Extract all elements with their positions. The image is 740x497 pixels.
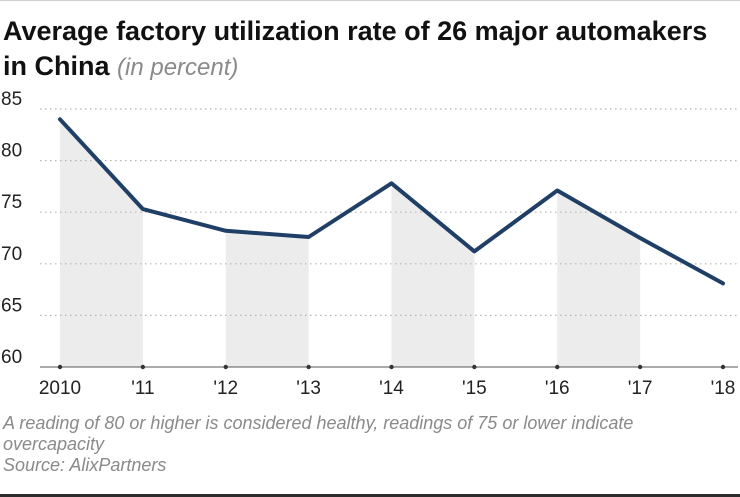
x-tick-0 — [57, 364, 63, 370]
x-tick-3 — [306, 364, 311, 370]
y-tick-label-85: 85 — [1, 89, 22, 110]
x-tick-label-1: '11 — [131, 378, 154, 399]
shaded-band-3 — [391, 183, 475, 367]
data-point-2010 — [58, 117, 62, 121]
data-point-18 — [721, 281, 725, 285]
shaded-band-1 — [60, 119, 143, 367]
source-note: Source: AlixPartners — [3, 455, 167, 475]
x-tick-5 — [472, 364, 477, 370]
x-tick-label-7: '17 — [628, 378, 653, 399]
data-point-14 — [390, 181, 394, 185]
x-tick-label-0: 2010 — [39, 378, 81, 399]
data-point-12 — [224, 229, 228, 233]
line-chart: 60 65 70 75 80 85 2010 '11 '12 '13 '14 '15 '16 '17 '18 — [1, 89, 738, 399]
x-tick-4 — [389, 364, 394, 370]
x-tick-label-4: '14 — [379, 378, 404, 399]
x-tick-7 — [637, 364, 643, 370]
y-tick-label-70: 70 — [1, 244, 22, 265]
shaded-band-2 — [225, 230, 309, 367]
x-tick-2 — [223, 364, 228, 370]
data-point-16 — [555, 189, 559, 193]
data-point-11 — [141, 207, 145, 211]
y-tick-label-75: 75 — [1, 192, 22, 213]
bottom-rule — [0, 494, 740, 497]
y-tick-label-60: 60 — [1, 347, 22, 368]
x-tick-6 — [555, 364, 560, 370]
series-line — [58, 117, 725, 286]
x-tick-label-6: '16 — [545, 378, 570, 399]
x-tick-label-2: '12 — [213, 378, 238, 399]
chart-title-text: Average factory utilization rate of 26 m… — [3, 16, 708, 81]
x-tick-8 — [720, 364, 726, 370]
chart-footer: A reading of 80 or higher is considered … — [3, 413, 733, 476]
y-tick-label-80: 80 — [1, 141, 22, 162]
x-tick-1 — [140, 364, 146, 370]
data-point-17 — [638, 236, 642, 240]
footnote: A reading of 80 or higher is considered … — [3, 413, 634, 454]
x-tick-label-8: '18 — [711, 378, 736, 399]
y-tick-label-65: 65 — [1, 295, 22, 316]
top-rule — [0, 0, 740, 1]
data-point-15 — [472, 249, 476, 253]
x-tick-label-3: '13 — [296, 378, 321, 399]
chart-title: Average factory utilization rate of 26 m… — [3, 14, 723, 85]
shaded-band-4 — [557, 190, 641, 367]
x-tick-label-5: '15 — [462, 378, 487, 399]
data-point-13 — [307, 235, 311, 239]
chart-unit: (in percent) — [117, 54, 239, 81]
